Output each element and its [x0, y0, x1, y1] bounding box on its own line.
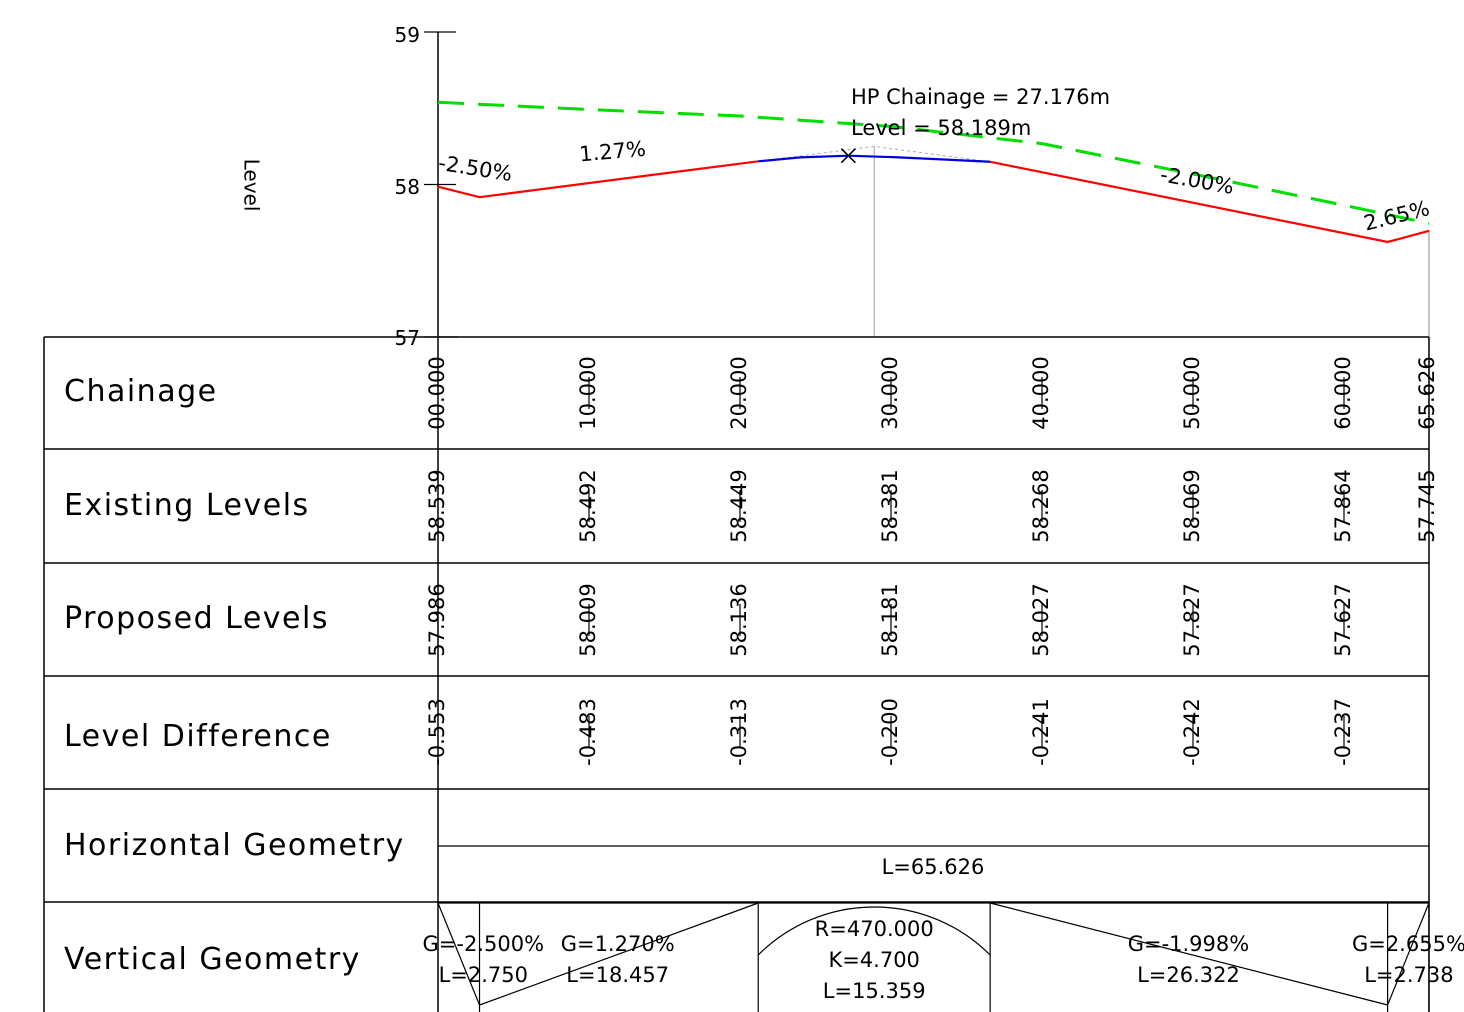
grade-label: 2.65%	[1361, 196, 1432, 235]
y-tick-57: 57	[395, 326, 420, 350]
proposed-value: 58.027	[1029, 583, 1053, 656]
data-table	[43, 336, 1430, 1012]
horizontal-geometry-length: L=65.626	[882, 855, 985, 879]
high-point-marker	[840, 148, 856, 164]
grade-indicator-line	[1387, 902, 1430, 1006]
existing-value: 58.268	[1029, 469, 1053, 542]
chainage-value: 65.626	[1415, 356, 1439, 429]
difference-value: -0.200	[878, 698, 902, 766]
proposed-grade-line-2	[989, 160, 1430, 244]
chainage-value: 60.000	[1331, 356, 1355, 429]
existing-value: 57.864	[1331, 469, 1355, 542]
row-label-vertical-geometry: Vertical Geometry	[64, 942, 361, 977]
chainage-value: 50.000	[1180, 356, 1204, 429]
proposed-value: 57.627	[1331, 583, 1355, 656]
vertical-geometry-label: G=-2.500%	[423, 932, 545, 956]
vertical-curve-line	[758, 154, 991, 163]
y-tick-58: 58	[395, 175, 420, 199]
vertical-geometry-label: G=2.655%	[1352, 932, 1464, 956]
proposed-grade-line-1	[437, 160, 759, 199]
row-label-chainage: Chainage	[64, 374, 218, 409]
hp-level-label: Level = 58.189m	[851, 116, 1031, 140]
vertical-geometry-label: L=15.359	[823, 979, 926, 1003]
chainage-value: 00.000	[425, 356, 449, 429]
vertical-geometry-label: L=18.457	[566, 963, 669, 987]
existing-value: 58.539	[425, 469, 449, 542]
vertical-geometry-label: G=1.270%	[561, 932, 675, 956]
proposed-value: 58.009	[576, 583, 600, 656]
vertical-geometry-label: L=2.738	[1364, 963, 1453, 987]
vertical-geometry-label: L=26.322	[1137, 963, 1240, 987]
chainage-value: 10.000	[576, 356, 600, 429]
level-axis-title: Level	[240, 159, 264, 212]
existing-value: 58.449	[727, 469, 751, 542]
chainage-value: 20.000	[727, 356, 751, 429]
difference-value: -0.483	[576, 698, 600, 766]
existing-ground-line	[437, 100, 1430, 225]
difference-value: -0.313	[727, 698, 751, 766]
row-label-horizontal-geometry: Horizontal Geometry	[64, 828, 405, 863]
curve-indicator-arc	[757, 906, 991, 956]
grade-label: -2.00%	[1159, 162, 1236, 199]
grade-label: 1.27%	[578, 137, 647, 167]
difference-value: -0.553	[425, 698, 449, 766]
vertical-geometry-label: R=470.000	[815, 917, 934, 941]
proposed-value: 57.986	[425, 583, 449, 656]
row-label-level-difference: Level Difference	[64, 719, 332, 754]
difference-value: -0.242	[1180, 698, 1204, 766]
grade-indicator-line	[437, 902, 481, 1006]
vertical-geometry-label: L=2.750	[439, 963, 528, 987]
chainage-value: 30.000	[878, 356, 902, 429]
row-label-proposed-levels: Proposed Levels	[64, 601, 329, 636]
existing-value: 57.745	[1415, 469, 1439, 542]
grade-indicator-line	[989, 902, 1388, 1006]
vertical-geometry-band: G=-2.500% L=2.750 G=1.270% L=18.457 R=470.00…	[423, 902, 1464, 1012]
chainage-value: 40.000	[1029, 356, 1053, 429]
existing-value: 58.381	[878, 469, 902, 542]
existing-value: 58.492	[576, 469, 600, 542]
table-values: 00.000 58.539 57.986 -0.553 10.000 58.492 58.0…	[425, 356, 1439, 766]
row-label-existing-levels: Existing Levels	[64, 488, 310, 523]
existing-value: 58.069	[1180, 469, 1204, 542]
grade-indicator-line	[479, 902, 759, 1006]
proposed-value: 58.136	[727, 583, 751, 656]
proposed-value: 57.827	[1180, 583, 1204, 656]
grade-label: -2.50%	[437, 151, 514, 186]
difference-value: -0.237	[1331, 698, 1355, 766]
difference-value: -0.241	[1029, 698, 1053, 766]
proposed-value: 58.181	[878, 583, 902, 656]
y-tick-59: 59	[395, 23, 420, 47]
vertical-geometry-label: K=4.700	[828, 948, 920, 972]
hp-chainage-label: HP Chainage = 27.176m	[851, 85, 1110, 109]
vertical-geometry-label: G=-1.998%	[1128, 932, 1250, 956]
pvi-tangent-lines	[758, 145, 991, 163]
